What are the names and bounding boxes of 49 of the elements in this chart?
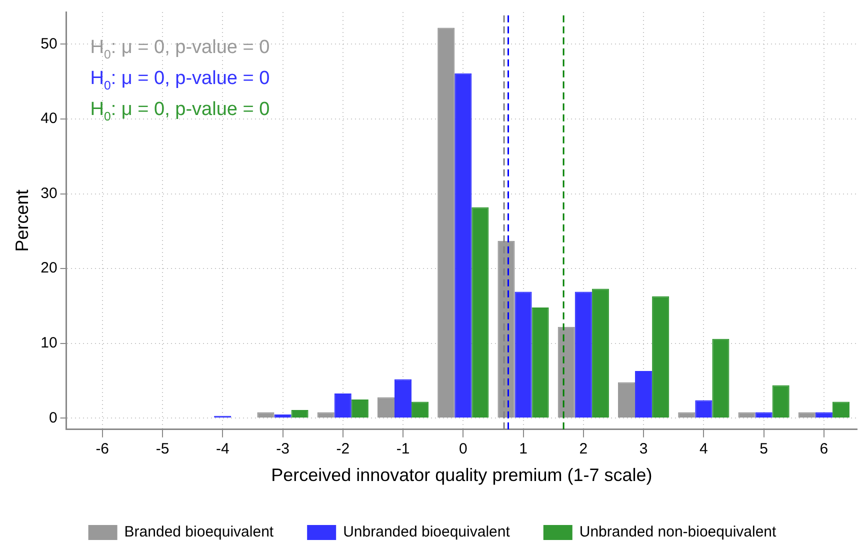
- bar: [514, 292, 532, 418]
- x-tick-label: 0: [458, 440, 468, 458]
- y-tick-label: 50: [40, 35, 58, 52]
- bar: [712, 338, 730, 418]
- bar: [438, 28, 455, 418]
- x-tick-label: 1: [519, 440, 528, 458]
- legend-label: Unbranded bioequivalent: [343, 524, 511, 541]
- x-tick-label: -2: [336, 440, 350, 458]
- bar: [472, 207, 489, 418]
- bar: [317, 412, 334, 418]
- bar: [592, 288, 609, 418]
- bar: [635, 371, 652, 418]
- x-tick-label: 4: [699, 440, 708, 458]
- legend-label: Unbranded non-bioequivalent: [579, 524, 778, 541]
- y-tick-label: 10: [40, 334, 58, 352]
- bar: [274, 414, 292, 418]
- bar: [574, 292, 592, 418]
- bar: [394, 379, 412, 418]
- x-tick-label: 3: [639, 440, 648, 458]
- x-tick-label: 6: [820, 440, 828, 458]
- bar: [558, 326, 575, 418]
- x-tick-label: -6: [96, 440, 110, 458]
- x-tick-label: -5: [156, 440, 170, 458]
- x-axis-title: Perceived innovator quality premium (1-7 scale): [271, 465, 652, 486]
- bar: [815, 412, 832, 418]
- y-tick-label: 40: [40, 110, 58, 128]
- bar: [377, 397, 394, 418]
- y-tick-label: 20: [40, 260, 58, 277]
- bar: [652, 296, 670, 418]
- x-tick-label: 5: [760, 440, 768, 458]
- bar: [618, 382, 636, 418]
- bar: [738, 412, 756, 418]
- y-axis-title: Percent: [12, 190, 32, 252]
- bar: [291, 410, 308, 418]
- x-tick-label: -3: [276, 440, 290, 458]
- x-tick-label: 2: [579, 440, 588, 458]
- bar: [532, 307, 549, 418]
- bar: [678, 412, 696, 418]
- y-tick-label: 30: [40, 184, 58, 202]
- bar: [772, 385, 790, 418]
- bar: [257, 412, 274, 418]
- x-tick-label: -4: [216, 440, 230, 458]
- bar: [334, 393, 352, 418]
- x-tick-label: -1: [396, 440, 410, 458]
- bar: [798, 412, 816, 418]
- bar: [755, 412, 772, 418]
- legend-label: Branded bioequivalent: [124, 524, 274, 541]
- bar: [454, 73, 472, 418]
- y-tick-label: 0: [48, 409, 58, 426]
